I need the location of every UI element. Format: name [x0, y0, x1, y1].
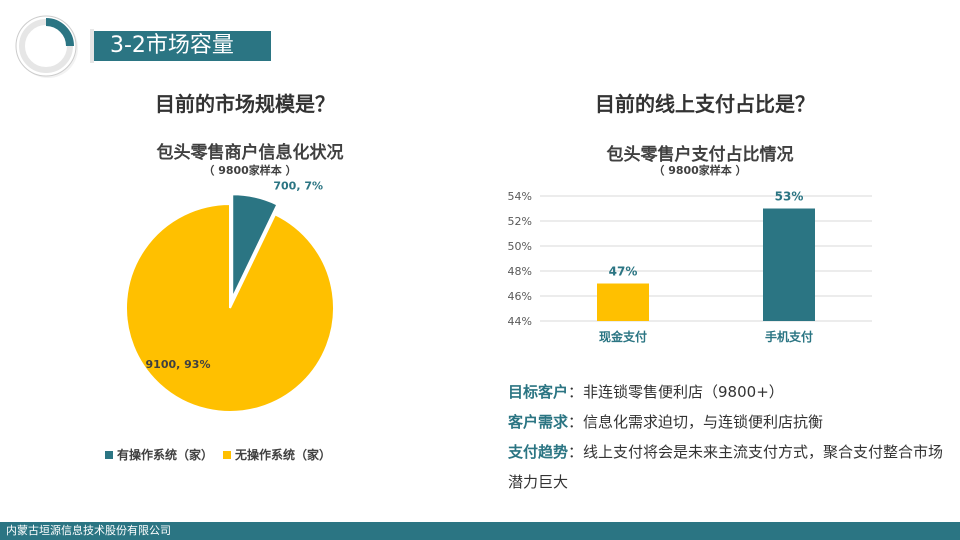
pie-slice-1: [231, 193, 279, 299]
y-tick-label: 50%: [508, 240, 532, 253]
bar-chart-title: 包头零售户支付占比情况: [606, 145, 794, 165]
bar-1: [597, 283, 649, 321]
bar-chart: 44% 46% 48% 50% 52% 54% 47% 现金支付 53% 手机支付: [508, 190, 872, 344]
bar-data-label-2: 53%: [775, 190, 804, 204]
info-label-demand: 客户需求: [508, 413, 569, 431]
x-category-label-2: 手机支付: [765, 329, 813, 344]
x-category-label-1: 现金支付: [599, 329, 647, 344]
pie-slice-2: [125, 202, 335, 413]
legend-swatch-teal: [105, 450, 113, 459]
info-line-demand: 客户需求：信息化需求迫切，与连锁便利店抗衡: [508, 407, 948, 437]
legend-item-without-system: 无操作系统（家）: [223, 446, 331, 463]
title-bar-accent: [90, 29, 94, 63]
info-label-target: 目标客户: [508, 383, 569, 401]
info-block: 目标客户：非连锁零售便利店（9800+） 客户需求：信息化需求迫切，与连锁便利店…: [508, 377, 948, 497]
bar-chart-subtitle: （ 9800家样本 ）: [653, 164, 747, 177]
slide-title: 3-2市场容量: [94, 31, 271, 61]
y-tick-label: 44%: [508, 315, 532, 328]
info-line-target: 目标客户：非连锁零售便利店（9800+）: [508, 377, 948, 407]
footer-company: 内蒙古垣源信息技术股份有限公司: [0, 522, 960, 540]
pie-chart: 700, 7% 9100, 93%: [125, 179, 335, 413]
legend-label-with-system: 有操作系统（家）: [117, 448, 214, 462]
bar-2: [763, 208, 815, 321]
info-text-trend: ：线上支付将会是未来主流支付方式，聚合支付整合市场潜力巨大: [508, 443, 944, 491]
pie-chart-title: 包头零售商户信息化状况: [156, 143, 344, 163]
y-tick-label: 52%: [508, 215, 532, 228]
right-heading: 目前的线上支付占比是？: [595, 92, 815, 116]
info-text-demand: ：信息化需求迫切，与连锁便利店抗衡: [568, 413, 824, 431]
bar-data-label-1: 47%: [609, 265, 638, 279]
left-heading: 目前的市场规模是？: [155, 92, 335, 116]
legend-swatch-gold: [223, 450, 232, 459]
info-label-trend: 支付趋势: [508, 443, 569, 461]
legend-label-without-system: 无操作系统（家）: [235, 448, 332, 462]
pie-legend: 有操作系统（家） 无操作系统（家）: [105, 446, 341, 463]
legend-item-with-system: 有操作系统（家）: [105, 446, 213, 463]
y-tick-label: 46%: [508, 290, 532, 303]
y-tick-label: 48%: [508, 265, 532, 278]
pie-data-label-1: 700, 7%: [273, 179, 323, 192]
y-tick-label: 54%: [508, 190, 532, 203]
pie-data-label-2: 9100, 93%: [146, 358, 211, 371]
pie-chart-subtitle: （ 9800家样本 ）: [203, 164, 297, 177]
logo-ring-icon: [15, 15, 78, 78]
info-line-trend: 支付趋势：线上支付将会是未来主流支付方式，聚合支付整合市场潜力巨大: [508, 437, 948, 497]
info-text-target: ：非连锁零售便利店（9800+）: [568, 383, 784, 401]
